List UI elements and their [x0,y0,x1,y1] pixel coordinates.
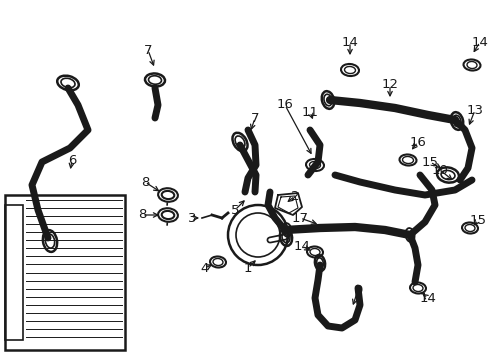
Bar [5,205,23,340]
Text: 10: 10 [431,163,447,176]
Text: 14: 14 [293,239,310,252]
Text: 1: 1 [243,261,252,274]
Text: 2: 2 [290,189,299,202]
Text: 15: 15 [468,213,486,226]
Text: 8: 8 [138,208,146,221]
Text: 7: 7 [143,44,152,57]
Text: 3: 3 [187,211,196,225]
Text: 14: 14 [341,36,358,49]
Text: 16: 16 [409,135,426,148]
Text: 7: 7 [250,112,259,125]
Text: 4: 4 [201,261,209,274]
Text: 14: 14 [470,36,488,49]
Text: 5: 5 [230,203,239,216]
Text: 8: 8 [141,175,149,189]
Text: 14: 14 [419,292,436,305]
Text: 15: 15 [421,156,438,168]
Bar [5,195,125,350]
Text: 11: 11 [301,105,318,118]
Text: 6: 6 [68,153,76,166]
Text: 13: 13 [466,104,483,117]
Polygon shape [274,193,302,215]
Text: 12: 12 [381,78,398,91]
Text: 17: 17 [291,211,308,225]
Text: 9: 9 [353,284,362,297]
Text: 16: 16 [276,99,293,112]
